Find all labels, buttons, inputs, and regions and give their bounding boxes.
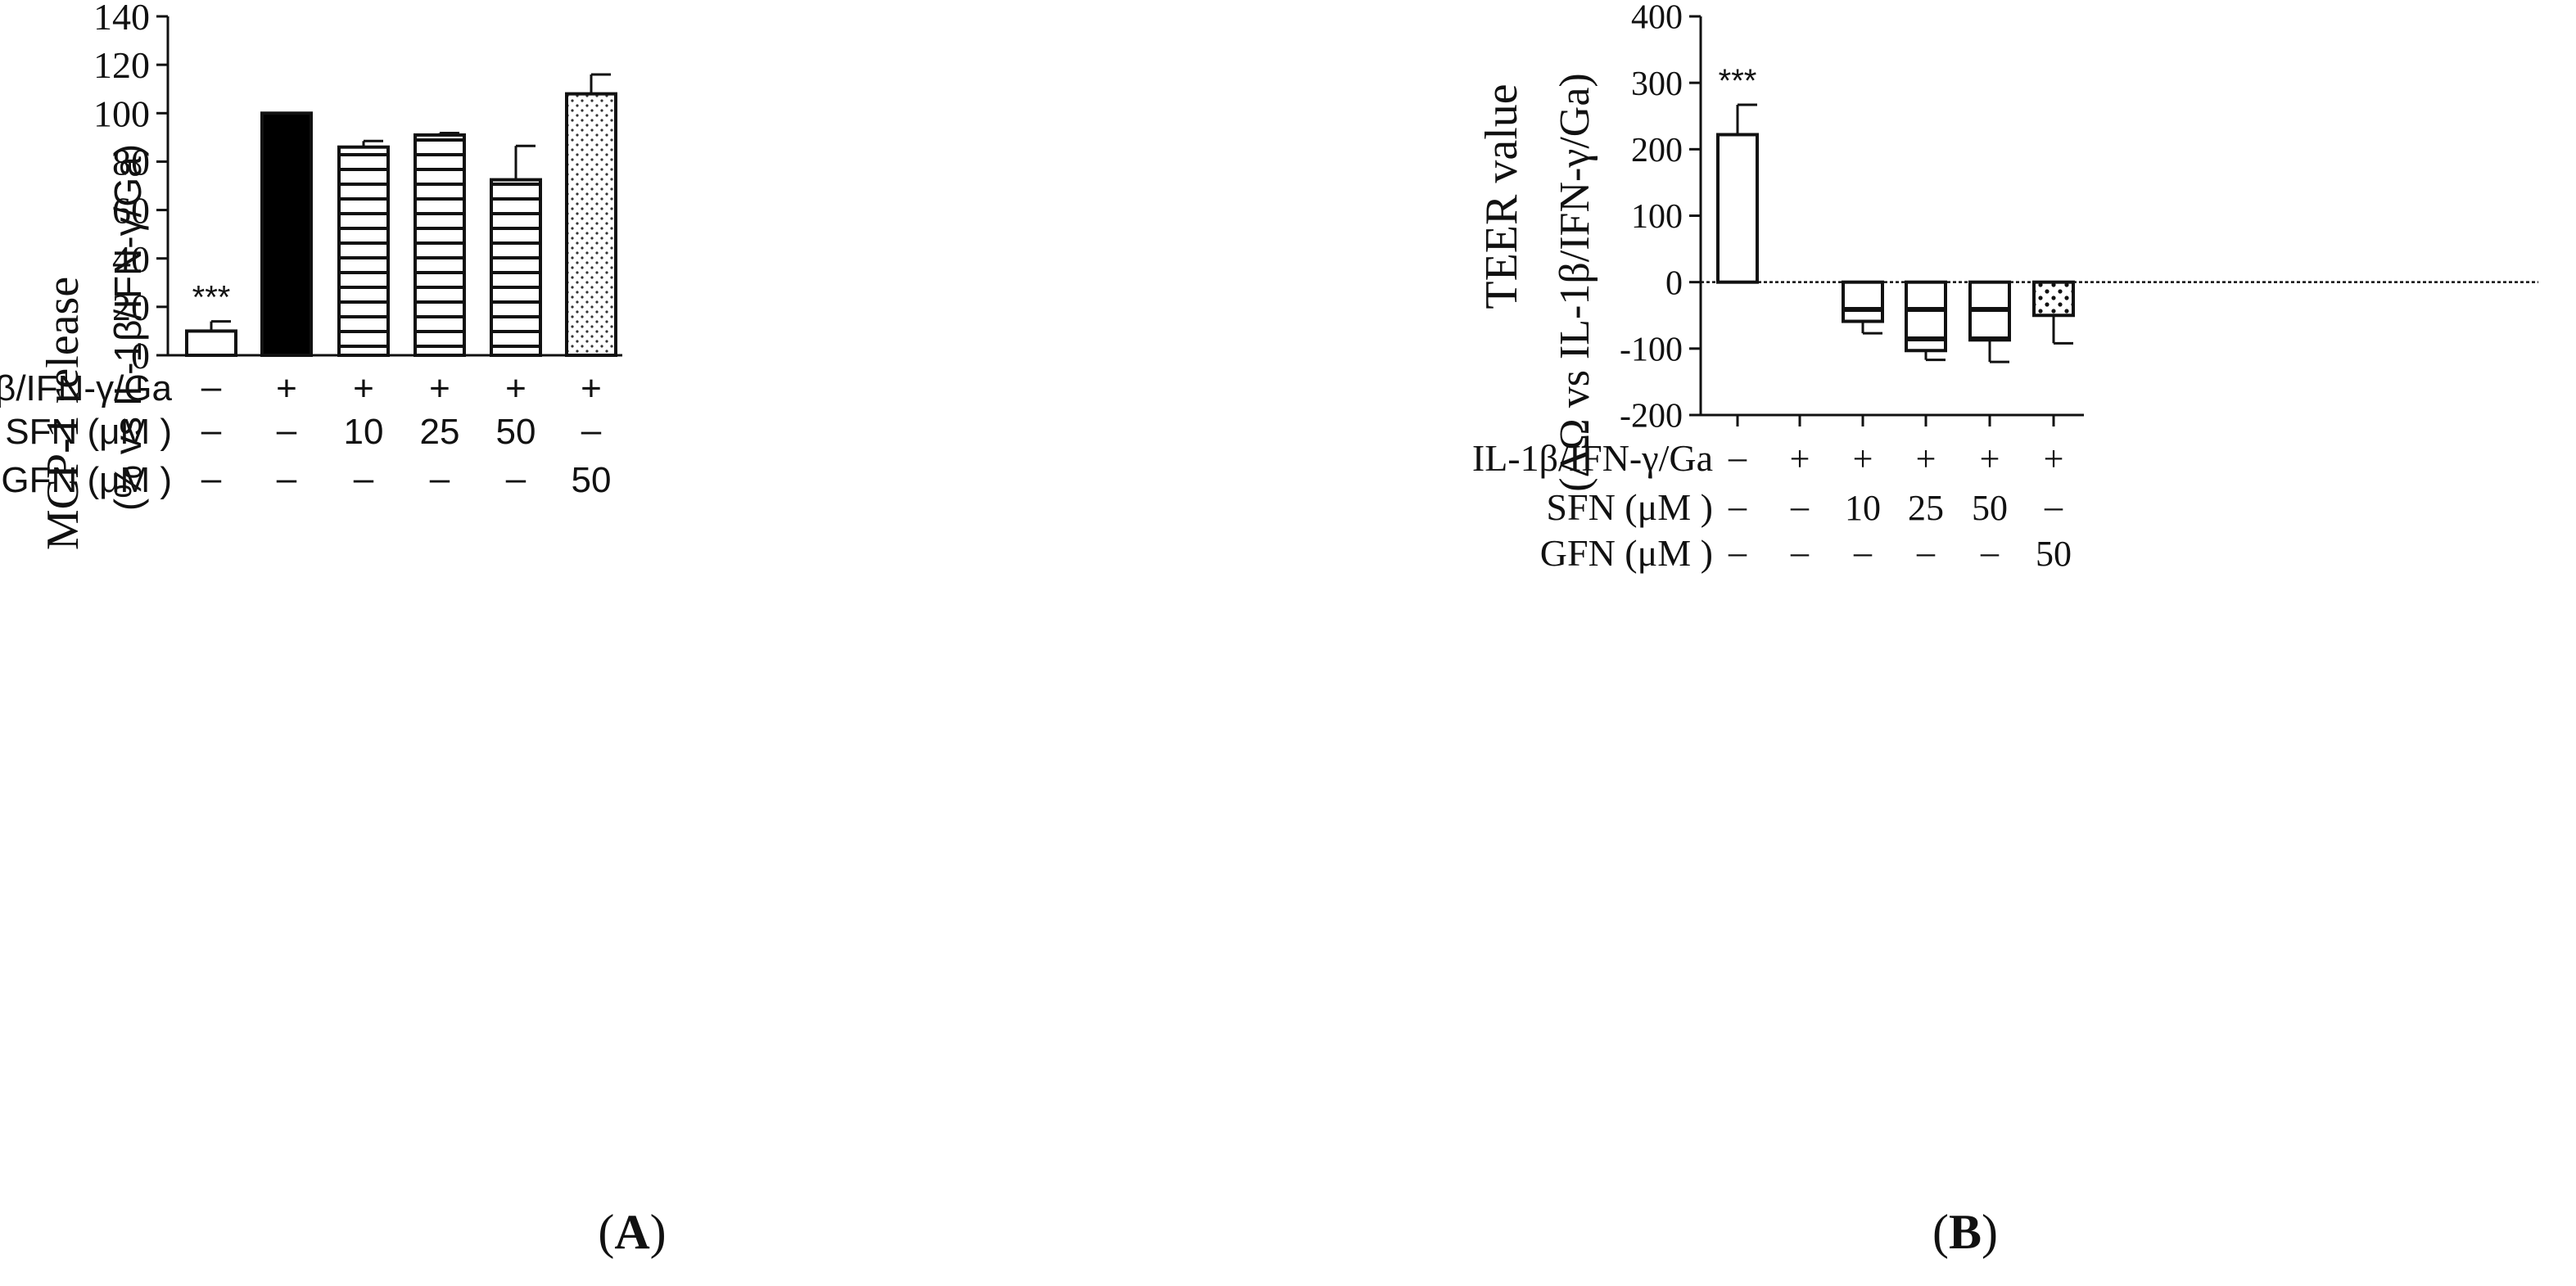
panel-a-condition-value: –: [506, 458, 526, 499]
panel-a-y-tick-label: 0: [131, 335, 150, 377]
panel-b-condition-value: +: [1853, 439, 1873, 479]
panel-a-ylabel-line1: MCP-1 release: [38, 277, 88, 550]
panel-a-condition-value: –: [201, 410, 222, 450]
panel-a-condition-value: 25: [420, 412, 460, 452]
panel-b-condition-value: +: [1916, 439, 1937, 479]
panel-a-y-tick-label: 60: [112, 190, 150, 232]
panel-b-label: (B): [1932, 1205, 1998, 1259]
panel-b-condition-value: +: [1790, 439, 1810, 479]
panel-a-condition-value: –: [201, 458, 222, 499]
panel-a-y-tick-label: 80: [112, 142, 150, 183]
panel-b-condition-value: –: [1853, 532, 1873, 572]
panel-b-y-tick-label: -200: [1620, 398, 1683, 435]
panel-a-y-tick-label: 100: [93, 93, 150, 134]
panel-b-bar: [1968, 280, 2011, 342]
panel-a-condition-label: IL-1β/IFN-γ/Ga: [0, 368, 173, 408]
panel-a-condition-value: –: [354, 458, 374, 499]
panel-b-condition-label: GFN (μM ): [1540, 532, 1713, 574]
panel-b-y-tick-label: 100: [1631, 198, 1683, 236]
panel-b-y-tick-label: 200: [1631, 132, 1683, 169]
panel-b-bar: [1842, 280, 1884, 323]
panel-a-bar: [414, 133, 466, 357]
panel-b-bar: [2032, 280, 2075, 318]
panel-b-bar: [1716, 133, 1759, 284]
panel-b-y-tick-label: 400: [1631, 0, 1683, 37]
panel-b-bar: [1905, 280, 1947, 353]
panel-a-condition-label: GFN (μM ): [1, 460, 172, 500]
panel-b-ylabel-line1: TEER value: [1476, 83, 1527, 309]
panel-b-y-tick-label: 300: [1631, 65, 1683, 103]
panel-b-letter: B: [1949, 1205, 1982, 1259]
panel-a-y-tick-label: 20: [112, 287, 150, 328]
panel-b-y-tick-label: -100: [1620, 332, 1683, 369]
panel-b-condition-value: –: [1790, 486, 1810, 526]
panel-b-y-tick-label: 0: [1665, 264, 1683, 302]
panel-b-condition-value: –: [1916, 532, 1936, 572]
panel-a-condition-value: –: [277, 458, 297, 499]
panel-a-condition-value: –: [581, 410, 602, 450]
panel-a: MCP-1 release (% vs IL-1β/IFN-γ/Ga) (A) …: [0, 0, 667, 1259]
panel-a-condition-value: +: [429, 368, 450, 408]
panel-b-condition-value: 50: [1972, 488, 2008, 528]
panel-a-bar: [260, 111, 313, 358]
panel-a-letter: A: [614, 1205, 649, 1259]
panel-a-condition-value: +: [353, 368, 374, 408]
panel-a-condition-value: –: [430, 458, 450, 499]
panel-a-bar: [185, 329, 237, 357]
panel-b-condition-value: 10: [1845, 488, 1881, 528]
panel-a-condition-value: –: [201, 367, 222, 407]
panel-a-ylabel-line2: (% vs IL-1β/IFN-γ/Ga): [106, 144, 149, 511]
panel-a-y-tick-label: 140: [93, 0, 150, 38]
panel-b-condition-value: 25: [1908, 488, 1944, 528]
panel-b-condition-value: +: [2044, 439, 2064, 479]
panel-a-condition-label: SFN (μM ): [5, 412, 172, 452]
panel-b-condition-value: –: [2044, 486, 2063, 526]
panel-a-condition-value: 50: [496, 412, 536, 452]
panel-a-condition-value: +: [505, 368, 526, 408]
panel-a-bar: [565, 92, 617, 357]
panel-b-condition-label: IL-1β/IFN-γ/Ga: [1472, 437, 1713, 479]
panel-a-bar: [337, 145, 390, 357]
panel-a-condition-value: 50: [572, 460, 612, 500]
panel-b-condition-value: +: [1980, 439, 2000, 479]
panel-b-condition-value: –: [1790, 532, 1810, 572]
panel-b-condition-value: –: [1728, 532, 1747, 572]
panel-a-label: (A): [598, 1205, 666, 1259]
panel-a-y-tick-label: 120: [93, 44, 150, 86]
panel-a-condition-value: +: [276, 368, 297, 408]
panel-b-ylabel-line2: (ΔΩ vs IL-1β/IFN-γ/Ga): [1552, 73, 1598, 491]
panel-b-condition-value: 50: [2036, 534, 2072, 574]
panel-a-condition-value: +: [581, 368, 602, 408]
panel-b: TEER value (ΔΩ vs IL-1β/IFN-γ/Ga) (B) -2…: [1472, 0, 2538, 1259]
panel-b-significance: ***: [1719, 63, 1757, 99]
panel-b-condition-value: –: [1728, 486, 1747, 526]
panel-b-condition-label: SFN (μM ): [1546, 486, 1713, 528]
panel-a-bar: [490, 178, 542, 357]
panel-a-y-tick-label: 40: [112, 238, 150, 280]
panel-a-condition-value: 10: [344, 412, 384, 452]
panel-a-condition-value: –: [277, 410, 297, 450]
panel-b-condition-value: –: [1980, 532, 2000, 572]
panel-a-significance: ***: [192, 280, 231, 316]
panel-b-condition-value: –: [1728, 437, 1747, 477]
